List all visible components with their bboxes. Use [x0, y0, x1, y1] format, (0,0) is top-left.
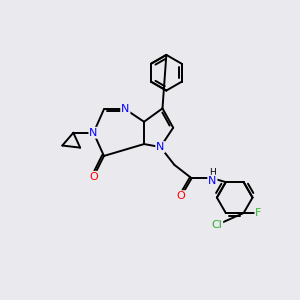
Text: H: H — [209, 168, 216, 177]
Text: N: N — [121, 104, 130, 114]
Text: O: O — [177, 191, 186, 201]
Text: N: N — [89, 128, 98, 138]
Text: N: N — [208, 176, 217, 186]
Text: Cl: Cl — [212, 220, 222, 230]
Text: O: O — [90, 172, 98, 182]
Text: F: F — [255, 208, 262, 218]
Text: N: N — [156, 142, 165, 152]
